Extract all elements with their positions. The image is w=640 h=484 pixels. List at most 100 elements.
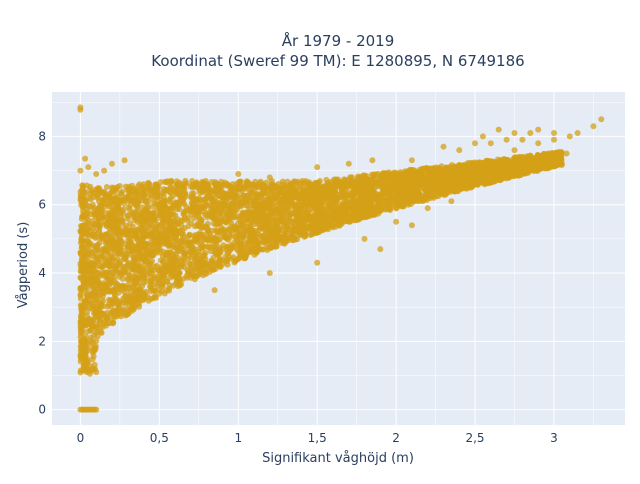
data-point	[167, 199, 173, 205]
data-point	[139, 283, 145, 289]
data-point	[88, 341, 94, 347]
data-point	[183, 204, 189, 210]
data-point	[123, 184, 129, 190]
data-point	[219, 227, 225, 233]
data-point	[93, 255, 99, 261]
data-point	[151, 197, 157, 203]
data-point	[277, 225, 283, 231]
data-point	[82, 222, 88, 228]
data-point	[192, 249, 198, 255]
data-point	[161, 194, 167, 200]
data-point	[79, 253, 85, 259]
data-point	[110, 270, 116, 276]
data-point	[80, 305, 86, 311]
data-point	[119, 287, 125, 293]
data-point	[81, 203, 87, 209]
data-point	[356, 203, 362, 209]
data-point	[198, 204, 204, 210]
data-point	[110, 320, 116, 326]
data-point	[80, 337, 86, 343]
data-point	[104, 240, 110, 246]
data-point	[225, 262, 231, 268]
data-point	[552, 154, 558, 160]
data-point	[183, 193, 189, 199]
data-point	[112, 250, 118, 256]
data-point	[399, 196, 405, 202]
data-point	[330, 207, 336, 213]
data-point	[212, 216, 218, 222]
data-point	[430, 174, 436, 180]
data-point	[433, 169, 439, 175]
data-point	[143, 259, 149, 265]
data-point	[93, 330, 99, 336]
data-point	[170, 283, 176, 289]
data-point	[334, 182, 340, 188]
data-point	[130, 223, 136, 229]
data-point	[102, 274, 108, 280]
data-point	[117, 183, 123, 189]
data-point	[219, 191, 225, 197]
data-point	[253, 228, 259, 234]
data-point	[247, 234, 253, 240]
data-point	[181, 260, 187, 266]
data-point	[266, 217, 272, 223]
data-point	[149, 224, 155, 230]
data-point	[189, 221, 195, 227]
data-point	[204, 230, 210, 236]
data-point	[91, 229, 97, 235]
data-point	[85, 329, 91, 335]
data-point	[258, 202, 264, 208]
data-point	[149, 210, 155, 216]
data-point	[351, 191, 357, 197]
data-point	[101, 290, 107, 296]
data-point	[93, 303, 99, 309]
data-point	[159, 216, 165, 222]
data-point	[182, 225, 188, 231]
data-point	[161, 202, 167, 208]
data-point	[79, 196, 85, 202]
data-point	[87, 263, 93, 269]
data-point	[84, 275, 90, 281]
data-point	[118, 190, 124, 196]
data-point	[87, 191, 93, 197]
data-point	[107, 263, 113, 269]
data-point	[90, 356, 96, 362]
data-point	[322, 223, 328, 229]
data-point	[244, 216, 250, 222]
data-point	[78, 370, 84, 376]
data-point	[121, 264, 127, 270]
data-point	[113, 244, 119, 250]
data-point	[511, 162, 517, 168]
data-point	[316, 203, 322, 209]
data-point	[339, 183, 345, 189]
data-point	[439, 163, 445, 169]
data-point	[155, 191, 161, 197]
data-point	[226, 218, 232, 224]
data-point	[262, 237, 268, 243]
data-point	[117, 311, 123, 317]
data-point	[90, 284, 96, 290]
data-point	[182, 215, 188, 221]
data-point	[239, 199, 245, 205]
data-point	[84, 232, 90, 238]
data-point	[343, 210, 349, 216]
data-point	[411, 182, 417, 188]
data-point	[79, 187, 85, 193]
data-point	[181, 210, 187, 216]
data-point	[126, 281, 132, 287]
data-point	[429, 188, 435, 194]
data-point	[245, 240, 251, 246]
data-point	[301, 180, 307, 186]
data-point	[181, 255, 187, 261]
data-point	[149, 237, 155, 243]
data-point	[248, 210, 254, 216]
data-point	[88, 211, 94, 217]
data-point	[102, 319, 108, 325]
data-point	[126, 212, 132, 218]
data-point	[92, 244, 98, 250]
data-point	[141, 253, 147, 259]
data-point	[333, 176, 339, 182]
data-point	[82, 213, 88, 219]
data-point	[361, 190, 367, 196]
data-point	[113, 207, 119, 213]
